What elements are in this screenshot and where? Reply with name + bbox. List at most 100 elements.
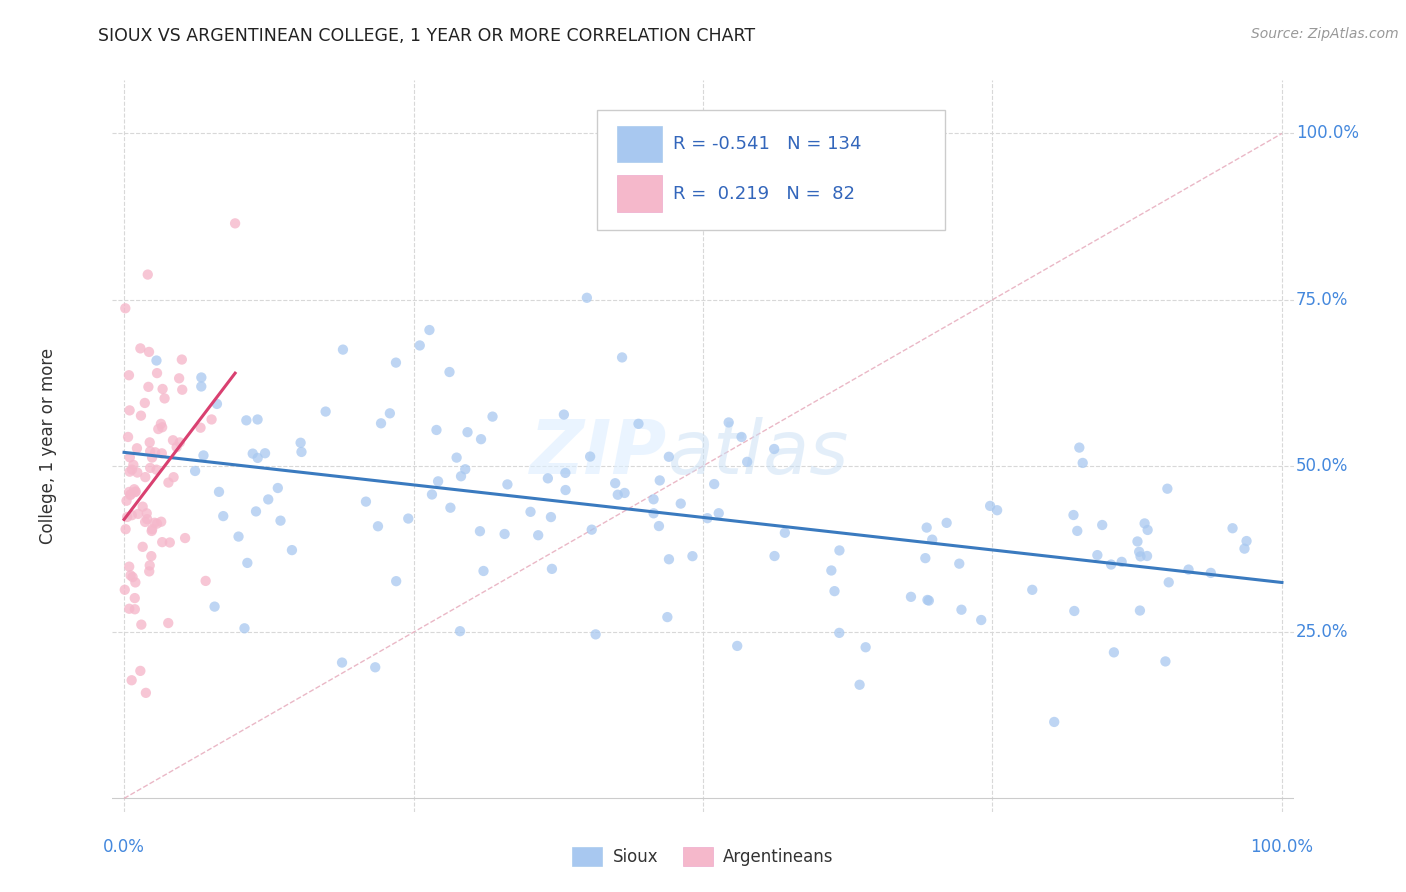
Point [332, 343, 354, 357]
Point [1133, 516, 1156, 531]
Point [141, 549, 163, 563]
Point [135, 506, 157, 520]
Point [763, 442, 786, 456]
Point [120, 487, 142, 501]
Point [115, 493, 138, 508]
Point [120, 488, 142, 502]
Point [979, 499, 1001, 513]
Point [145, 353, 167, 368]
Text: 100.0%: 100.0% [1296, 125, 1358, 143]
Point [118, 368, 141, 383]
Point [124, 575, 146, 590]
Point [127, 466, 149, 480]
Point [703, 477, 725, 491]
Point [541, 562, 564, 576]
Point [246, 450, 269, 465]
Point [162, 434, 184, 448]
Point [613, 486, 636, 500]
Point [1085, 548, 1108, 562]
Point [735, 455, 758, 469]
Point [194, 574, 217, 588]
Point [378, 406, 401, 420]
Point [915, 520, 938, 534]
Point [696, 511, 718, 525]
Point [131, 500, 153, 514]
Point [125, 484, 148, 499]
Point [648, 474, 671, 488]
Point [1071, 456, 1094, 470]
Point [118, 485, 141, 500]
Text: atlas: atlas [668, 417, 849, 490]
Point [162, 470, 184, 484]
Point [145, 463, 167, 477]
FancyBboxPatch shape [617, 126, 662, 162]
Point [385, 574, 408, 589]
Text: 25.0%: 25.0% [1296, 624, 1348, 641]
Point [669, 497, 692, 511]
Point [658, 552, 681, 566]
Point [730, 430, 752, 444]
Point [540, 510, 562, 524]
Point [290, 435, 312, 450]
Point [657, 610, 679, 624]
Point [190, 370, 212, 384]
Point [579, 450, 602, 464]
Point [409, 338, 432, 352]
Point [254, 446, 277, 460]
Point [131, 617, 153, 632]
Point [581, 523, 603, 537]
Point [970, 613, 993, 627]
Point [1177, 563, 1199, 577]
Point [190, 420, 212, 434]
Point [519, 505, 541, 519]
Point [245, 504, 267, 518]
Point [138, 435, 160, 450]
Point [986, 503, 1008, 517]
Point [948, 557, 970, 571]
Point [131, 540, 153, 554]
Point [150, 420, 173, 434]
Point [129, 342, 152, 356]
Text: SIOUX VS ARGENTINEAN COLLEGE, 1 YEAR OR MORE CORRELATION CHART: SIOUX VS ARGENTINEAN COLLEGE, 1 YEAR OR … [98, 27, 755, 45]
Text: 50.0%: 50.0% [1296, 457, 1348, 475]
Point [454, 462, 477, 476]
Point [235, 413, 257, 427]
Text: College, 1 year or more: College, 1 year or more [38, 348, 56, 544]
Point [1063, 604, 1085, 618]
Point [124, 485, 146, 500]
Point [427, 475, 450, 489]
Point [367, 519, 389, 533]
Point [242, 447, 264, 461]
Text: 0.0%: 0.0% [103, 838, 145, 856]
Text: ZIP: ZIP [530, 417, 668, 490]
Point [136, 512, 159, 526]
Point [122, 483, 145, 497]
Point [200, 412, 222, 426]
Point [134, 396, 156, 410]
Point [681, 549, 703, 564]
Point [121, 462, 143, 476]
Point [290, 445, 312, 459]
Point [114, 582, 136, 597]
Point [1154, 655, 1177, 669]
FancyBboxPatch shape [617, 176, 662, 212]
Point [610, 351, 633, 365]
Point [824, 584, 846, 599]
Point [193, 449, 215, 463]
Point [170, 352, 193, 367]
Point [1063, 508, 1085, 522]
Point [159, 535, 181, 549]
Point [212, 509, 235, 524]
Point [900, 590, 922, 604]
Point [472, 564, 495, 578]
Point [1069, 441, 1091, 455]
Point [1222, 521, 1244, 535]
Point [848, 678, 870, 692]
Point [114, 522, 136, 536]
Point [1021, 582, 1043, 597]
Point [267, 481, 290, 495]
Point [1099, 558, 1122, 572]
Point [125, 442, 148, 456]
Point [935, 516, 957, 530]
Point [1126, 534, 1149, 549]
